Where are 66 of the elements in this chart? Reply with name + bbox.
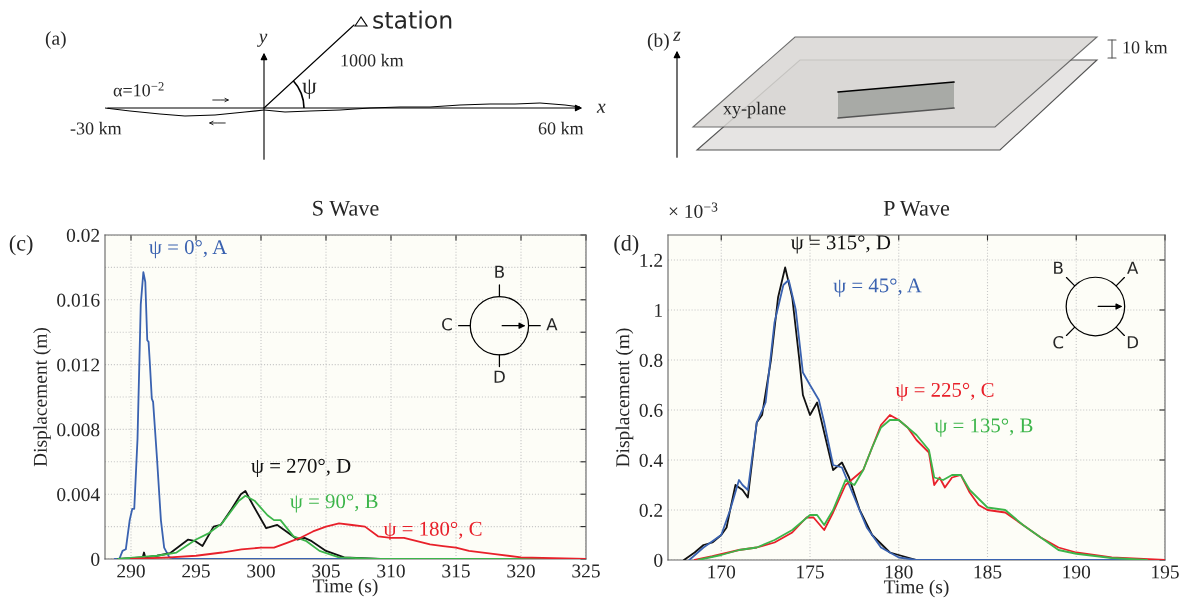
text: (d) (614, 235, 639, 256)
y-tick-label: 0.8 (639, 353, 663, 368)
x-axis-title: Time (s) (883, 579, 949, 598)
text: (c) (9, 235, 33, 256)
x-tick-label: 170 (708, 565, 736, 579)
series-label: ψ = 315°, D (790, 235, 891, 254)
annotation: B (1054, 261, 1063, 274)
series-label: ψ = 225°, C (895, 382, 994, 402)
y-tick-label: 0 (654, 553, 663, 567)
x-tick-label: 175 (797, 565, 824, 579)
text: 60 km (538, 121, 584, 135)
x-tick-label: 315 (442, 564, 470, 578)
x-tick-label: 320 (507, 564, 535, 578)
series-label: ψ = 180°, C (383, 521, 482, 541)
annotation: C (442, 317, 452, 331)
annotation: D (494, 370, 505, 383)
y-tick-label: 0.012 (57, 358, 100, 372)
y-tick-label: 0.2 (639, 503, 663, 518)
series-label: ψ = 270°, D (251, 458, 351, 478)
y-tick-label: 1.2 (640, 253, 663, 268)
x-tick-label: 300 (247, 564, 275, 578)
line-series (130, 522, 586, 559)
text: -30 km (70, 121, 122, 135)
x-tick-label: 190 (1063, 565, 1091, 579)
x-tick-label: 295 (182, 564, 210, 578)
text: x (596, 103, 606, 113)
series-label: ψ = 0°, A (149, 240, 228, 259)
y-tick-label: 1 (655, 303, 662, 317)
text: (b) (647, 33, 669, 51)
text: 10 km (1123, 40, 1168, 54)
text: z (673, 31, 681, 41)
x-tick-label: 180 (885, 565, 913, 579)
text: × 10$^{−3}$ (669, 202, 718, 218)
series-label: ψ = 135°, B (934, 418, 1033, 437)
y-axis-title: Displacement (m) (33, 327, 51, 467)
y-tick-label: 0.008 (57, 423, 100, 437)
x-tick-label: 195 (1152, 565, 1179, 579)
x-axis-title: Time (s) (312, 578, 378, 597)
text: ψ (302, 79, 317, 99)
annotation: A (1127, 261, 1139, 274)
text: α=10$^{−2}$ (113, 82, 164, 97)
x-tick-label: 290 (117, 564, 145, 578)
series-label: ψ = 90°, B (290, 494, 378, 513)
x-tick-label: 305 (312, 564, 340, 578)
series-label: ψ = 45°, A (833, 278, 922, 297)
chart-title: S Wave (313, 200, 379, 216)
y-tick-label: 0.4 (639, 453, 663, 468)
annotation: A (546, 318, 558, 331)
x-tick-label: 185 (974, 565, 1002, 579)
text: y (257, 33, 268, 47)
text: xy-plane (723, 101, 786, 119)
x-tick-label: 325 (572, 564, 600, 578)
annotation: B (495, 265, 504, 278)
x-tick-label: 310 (377, 564, 405, 578)
y-tick-label: 0.004 (57, 488, 100, 502)
text: 1000 km (341, 53, 404, 67)
text: (a) (45, 31, 66, 49)
text: station (373, 10, 452, 29)
annotation: D (1127, 336, 1139, 349)
y-tick-label: 0.016 (57, 293, 100, 307)
y-tick-label: 0.02 (66, 228, 100, 243)
y-tick-label: 0 (91, 552, 100, 566)
annotation: C (1053, 335, 1064, 349)
y-tick-label: 0.6 (639, 403, 663, 418)
chart-title: P Wave (883, 201, 950, 216)
y-axis-title: Displacement (m) (615, 328, 634, 467)
